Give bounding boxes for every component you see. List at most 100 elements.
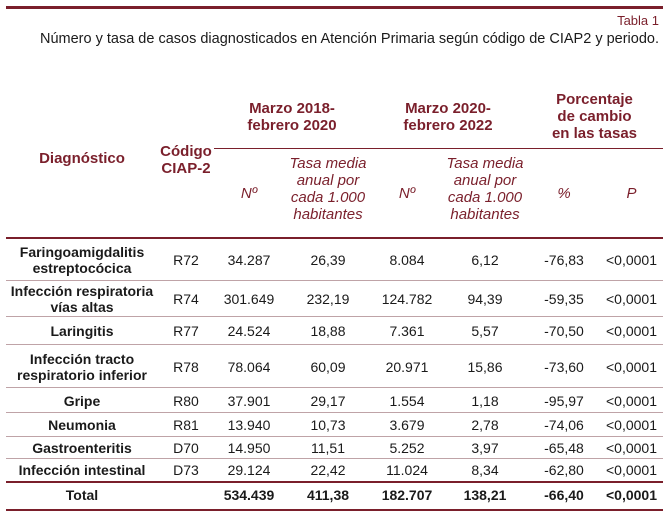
diagnosis-cell: Gripe <box>6 389 158 412</box>
subheader-tasa1-line2: anual por <box>296 172 360 189</box>
diagnosis-line2: estreptocócica <box>32 259 132 276</box>
cell-t2: 3,97 <box>471 440 499 456</box>
cell-t2: 6,12 <box>471 251 499 268</box>
cell-pct: -65,48 <box>544 440 584 456</box>
diagnosis-line1: Neumonia <box>48 417 116 433</box>
cell-n1: 301.649 <box>223 291 275 307</box>
cell-n1: 34.287 <box>227 251 271 268</box>
diagnosis-line1: Gastroenteritis <box>32 440 132 456</box>
subheader-tasa1-line1: Tasa media <box>289 155 367 172</box>
top-rule <box>6 6 663 9</box>
header-period1-line2: febrero 2020 <box>247 117 337 134</box>
total-pct: -66,40 <box>544 487 584 503</box>
cell-n2: 124.782 <box>381 291 433 307</box>
header-bottom-rule <box>6 237 663 239</box>
header-diagnostico: Diagnóstico <box>39 150 125 167</box>
cell-code: D70 <box>173 440 199 456</box>
diagnosis-cell: Infección intestinal <box>6 460 158 480</box>
cell-n1: 24.524 <box>227 323 271 339</box>
subheader-pct: % <box>557 185 571 202</box>
header-period2: Marzo 2020- febrero 2022 <box>372 100 524 134</box>
table-caption: Número y tasa de casos diagnosticados en… <box>39 31 659 47</box>
cell-pct: -95,97 <box>544 392 584 409</box>
header-period2-line1: Marzo 2020- <box>405 100 491 117</box>
cell-t1: 18,88 <box>310 323 346 339</box>
header-codigo-line1: Código <box>160 143 212 160</box>
cell-n2: 20.971 <box>385 358 429 375</box>
table-label: Tabla 1 <box>617 13 659 28</box>
subheader-tasa2-line1: Tasa media <box>446 155 524 172</box>
cell-p: <0,0001 <box>606 251 657 268</box>
subheader-n1: Nº <box>240 185 258 202</box>
subheader-tasa2-line2: anual por <box>453 172 517 189</box>
subheader-n2: Nº <box>398 185 416 202</box>
cell-t2: 94,39 <box>467 291 503 307</box>
bottom-rule <box>6 509 663 511</box>
total-label: Total <box>65 487 99 503</box>
cell-pct: -59,35 <box>544 291 584 307</box>
header-period2-line2: febrero 2022 <box>403 117 493 134</box>
diagnosis-line1: Infección intestinal <box>18 462 146 478</box>
cell-t2: 8,34 <box>471 462 499 478</box>
cell-t1: 29,17 <box>310 392 346 409</box>
diagnosis-line1: Laringitis <box>50 323 114 339</box>
header-pct-line1: Porcentaje <box>556 91 633 108</box>
diagnosis-line1: Gripe <box>63 392 101 409</box>
header-pct-change: Porcentaje de cambio en las tasas <box>526 91 663 142</box>
cell-pct: -73,60 <box>544 358 584 375</box>
subheader-tasa1-line3: cada 1.000 <box>290 189 366 206</box>
cell-p: <0,0001 <box>606 417 657 433</box>
cell-code: R81 <box>173 417 199 433</box>
total-p: <0,0001 <box>606 487 657 503</box>
header-codigo-line2: CIAP-2 <box>161 160 211 177</box>
cell-n2: 3.679 <box>389 417 425 433</box>
total-n2: 182.707 <box>381 487 433 503</box>
cell-n2: 1.554 <box>389 392 425 409</box>
total-t2: 138,21 <box>463 487 507 503</box>
cell-t1: 10,73 <box>310 417 346 433</box>
row-divider <box>6 387 663 388</box>
cell-code: D73 <box>173 462 199 478</box>
cell-t1: 11,51 <box>311 440 345 456</box>
group-header-rule <box>214 148 663 149</box>
cell-code: R74 <box>173 291 199 307</box>
subheader-tasa2-line3: cada 1.000 <box>447 189 523 206</box>
header-period1: Marzo 2018- febrero 2020 <box>214 100 370 134</box>
cell-p: <0,0001 <box>606 392 657 409</box>
total-t1: 411,38 <box>306 487 350 503</box>
cell-n2: 7.361 <box>389 323 425 339</box>
diagnosis-line2: respiratorio inferior <box>17 366 147 383</box>
diagnosis-line1: Infección respiratoria <box>10 283 154 299</box>
cell-code: R78 <box>173 358 199 375</box>
cell-n2: 11.024 <box>386 462 428 478</box>
cell-t2: 15,86 <box>467 358 503 375</box>
total-n1: 534.439 <box>223 487 275 503</box>
diagnosis-cell: Faringoamigdalitis estreptocócica <box>6 239 158 280</box>
cell-p: <0,0001 <box>606 440 657 456</box>
cell-code: R80 <box>173 392 199 409</box>
row-divider <box>6 412 663 413</box>
cell-n2: 8.084 <box>389 251 425 268</box>
diagnosis-cell: Gastroenteritis <box>6 438 158 458</box>
diagnosis-line1: Infección tracto <box>29 350 135 367</box>
cell-n2: 5.252 <box>389 440 425 456</box>
cell-code: R72 <box>173 251 199 268</box>
cell-code: R77 <box>173 323 199 339</box>
cell-p: <0,0001 <box>606 323 657 339</box>
diagnosis-line2: vías altas <box>50 299 114 315</box>
row-divider <box>6 458 663 459</box>
total-top-rule <box>6 481 663 483</box>
header-codigo: Código CIAP-2 <box>158 143 214 177</box>
cell-pct: -70,50 <box>544 323 584 339</box>
cell-n1: 14.950 <box>227 440 271 456</box>
cell-t1: 232,19 <box>306 291 350 307</box>
cell-t2: 2,78 <box>471 417 499 433</box>
header-period1-line1: Marzo 2018- <box>249 100 335 117</box>
diagnosis-cell: Neumonia <box>6 414 158 436</box>
diagnosis-line1: Faringoamigdalitis <box>19 243 145 260</box>
row-divider <box>6 316 663 317</box>
cell-n1: 78.064 <box>227 358 271 375</box>
header-pct-line2: de cambio <box>557 108 632 125</box>
cell-t1: 26,39 <box>310 251 346 268</box>
cell-pct: -62,80 <box>544 462 584 478</box>
